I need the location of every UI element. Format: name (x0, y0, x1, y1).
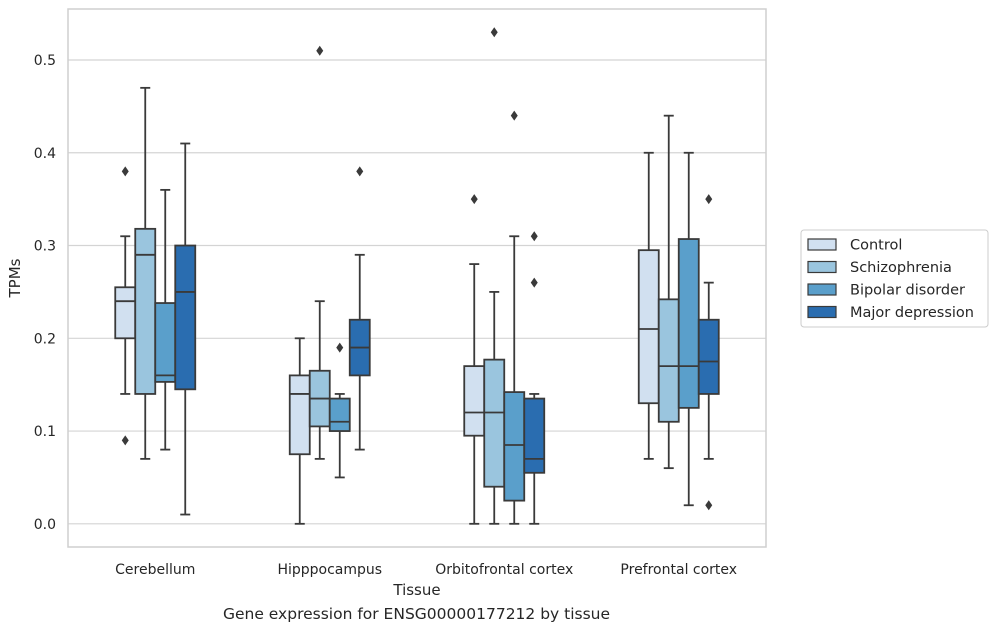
y-tick-label: 0.3 (34, 239, 56, 255)
legend-swatch (807, 238, 837, 251)
y-axis-label: TPMs (6, 258, 24, 298)
outlier-marker (530, 277, 538, 288)
outlier-marker (121, 166, 129, 177)
box-body (288, 374, 311, 456)
legend-label: Major depression (850, 305, 974, 321)
box-bipolar-disorder (328, 342, 351, 479)
y-tick-label: 0.2 (34, 331, 56, 347)
y-tick-label: 0.0 (34, 517, 56, 533)
box-major-depression (523, 231, 546, 525)
outlier-marker (316, 45, 324, 56)
box-body (328, 397, 351, 432)
outlier-marker (705, 500, 713, 511)
box-control (288, 337, 311, 525)
box-bipolar-disorder (677, 151, 700, 507)
outlier-marker (490, 27, 498, 38)
box-body (463, 365, 486, 437)
legend-label: Schizophrenia (850, 260, 952, 276)
box-plot-series (114, 27, 720, 525)
gridlines (68, 59, 766, 525)
box-body (503, 391, 526, 502)
x-tick-label: Cerebellum (115, 562, 195, 578)
y-tick-label: 0.5 (34, 53, 56, 69)
box-body (523, 397, 546, 474)
box-body (483, 358, 506, 488)
box-bipolar-disorder (503, 110, 526, 525)
box-schizophrenia (134, 86, 157, 460)
box-schizophrenia (308, 45, 331, 460)
box-control (637, 151, 660, 460)
x-tick-label: Prefrontal cortex (620, 562, 737, 578)
x-tick-label: Orbitofrontal cortex (435, 562, 573, 578)
box-body (657, 298, 680, 423)
box-schizophrenia (657, 114, 680, 470)
box-major-depression (348, 166, 371, 451)
box-body (697, 318, 720, 395)
outlier-marker (470, 194, 478, 205)
outlier-marker (510, 110, 518, 121)
box-major-depression (697, 194, 720, 511)
legend-swatch (807, 260, 837, 274)
box-body (677, 238, 700, 409)
y-tick-label: 0.4 (34, 146, 56, 162)
plot-frame (67, 8, 767, 548)
outlier-marker (530, 231, 538, 242)
figure-caption: Gene expression for ENSG00000177212 by t… (222, 605, 611, 623)
legend-label: Control (850, 238, 902, 254)
legend-frame (800, 229, 989, 328)
y-tick-labels: 0.0 0.1 0.2 0.3 0.4 0.5 (34, 53, 56, 533)
x-axis-label: Tissue (392, 581, 440, 599)
box-schizophrenia (483, 27, 506, 525)
x-tick-labels: Cerebellum Hipppocampus Orbitofrontal cort… (115, 562, 737, 578)
legend-swatch (807, 283, 837, 296)
box-body (114, 286, 137, 340)
outlier-marker (356, 166, 364, 177)
box-body (154, 302, 177, 383)
x-tick-label: Hipppocampus (277, 562, 382, 578)
outlier-marker (705, 194, 713, 205)
outlier-marker (121, 435, 129, 446)
legend-label: Bipolar disorder (850, 283, 965, 299)
box-body (174, 244, 197, 391)
box-body (134, 227, 157, 395)
box-control (114, 166, 137, 446)
outlier-marker (336, 342, 344, 353)
legend: Control Schizophrenia Bipolar disorder Majo… (800, 229, 989, 328)
box-bipolar-disorder (154, 188, 177, 451)
box-control (463, 194, 486, 525)
y-tick-label: 0.1 (34, 424, 56, 440)
box-body (637, 249, 660, 405)
legend-swatch (807, 305, 837, 319)
box-major-depression (174, 142, 197, 516)
